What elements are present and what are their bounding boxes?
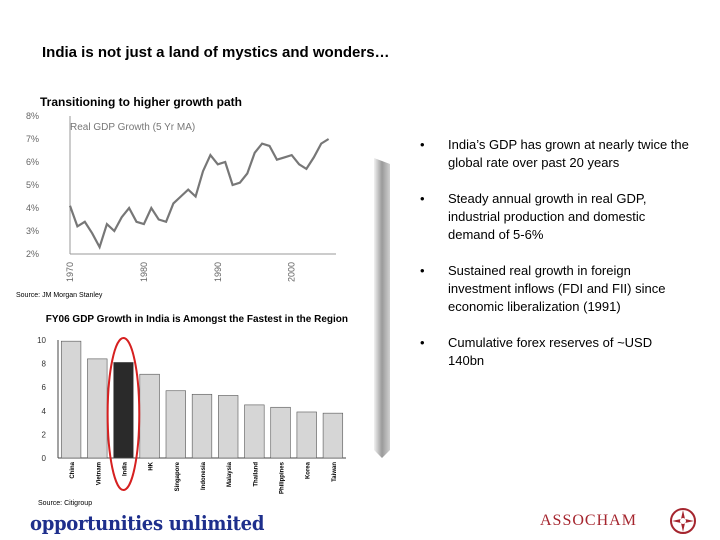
bar-category-label: Thailand [253, 462, 259, 487]
line-x-tick-label: 2000 [287, 262, 297, 282]
bullet-text: Steady annual growth in real GDP, indust… [448, 191, 647, 242]
bullet-text: India’s GDP has grown at nearly twice th… [448, 137, 689, 170]
bar [218, 395, 239, 459]
bar-chart-source: Source: Citigroup [38, 500, 93, 507]
bar-category-label: Taiwan [332, 462, 338, 482]
bar-y-tick-label: 8 [42, 360, 47, 369]
bullet-marker: • [420, 137, 425, 152]
bar-category-label: India [122, 461, 128, 476]
bar [322, 412, 344, 459]
line-chart-source: Source: JM Morgan Stanley [16, 292, 103, 299]
bar-category-label: China [70, 461, 76, 478]
bar-y-tick-label: 6 [42, 383, 47, 392]
gdp-growth-bar-chart: 0 2 4 6 8 10 China Vietnam India HK Singapore Indo… [37, 336, 346, 494]
bar [87, 358, 108, 459]
bar-category-label: Vietnam [96, 462, 102, 485]
assocham-logo-text: ASSOCHAM [540, 512, 637, 529]
line-y-tick-label: 5% [26, 180, 39, 190]
line-x-tick-label: 1970 [65, 262, 75, 282]
bar-category-label: Korea [306, 461, 312, 479]
line-legend: Real GDP Growth (5 Yr MA) [70, 122, 195, 133]
assocham-emblem-icon [670, 508, 696, 534]
slide-title: India is not just a land of mystics and … [42, 44, 390, 61]
india-highlight-circle [106, 337, 141, 491]
line-y-tick-label: 6% [26, 157, 39, 167]
bar [244, 404, 265, 459]
bullet-item: • Sustained real growth in foreign inves… [420, 262, 690, 316]
bullet-marker: • [420, 263, 425, 278]
bar-y-tick-label: 2 [42, 430, 47, 439]
bar-y-tick-label: 4 [42, 407, 47, 416]
bar-chart-title: FY06 GDP Growth in India is Amongst the … [45, 314, 348, 325]
bar [113, 362, 134, 459]
line-x-tick-label: 1980 [139, 262, 149, 282]
bar-category-label: Indonesia [201, 461, 207, 490]
gdp-growth-line-chart: 2% 3% 4% 5% 6% 7% 8% 1970 1980 1990 2000 Real GDP … [26, 111, 336, 282]
bullet-marker: • [420, 335, 425, 350]
line-y-tick-label: 4% [26, 203, 39, 213]
bullet-item: • Cumulative forex reserves of ~USD 140b… [420, 334, 690, 370]
line-chart-title: Transitioning to higher growth path [40, 95, 242, 109]
bar-category-label: Singapore [175, 461, 181, 491]
bar [191, 393, 213, 459]
arrow-divider [374, 158, 390, 458]
bar-category-label: HK [149, 461, 155, 470]
bar-category-label: Philippines [280, 461, 286, 494]
bullet-item: • Steady annual growth in real GDP, indu… [420, 190, 690, 244]
bar [296, 411, 317, 459]
line-y-tick-label: 7% [26, 134, 39, 144]
bar [165, 390, 186, 459]
bar [270, 406, 291, 459]
line-y-tick-label: 2% [26, 249, 39, 259]
bar-y-tick-label: 10 [37, 336, 46, 345]
gdp-growth-line [68, 138, 330, 250]
bar [60, 340, 82, 459]
line-y-tick-label: 8% [26, 111, 39, 121]
bullet-text: Sustained real growth in foreign investm… [448, 263, 666, 314]
bar-category-label: Malaysia [227, 461, 233, 487]
bar-y-tick-label: 0 [42, 454, 47, 463]
bar [139, 373, 160, 459]
bullet-text: Cumulative forex reserves of ~USD 140bn [448, 335, 653, 368]
line-x-tick-label: 1990 [213, 262, 223, 282]
bullet-list: • India’s GDP has grown at nearly twice … [420, 136, 690, 388]
line-y-tick-label: 3% [26, 226, 39, 236]
bullet-item: • India’s GDP has grown at nearly twice … [420, 136, 690, 172]
opportunities-unlimited-logo: opportunities unlimited [30, 511, 265, 535]
bullet-marker: • [420, 191, 425, 206]
